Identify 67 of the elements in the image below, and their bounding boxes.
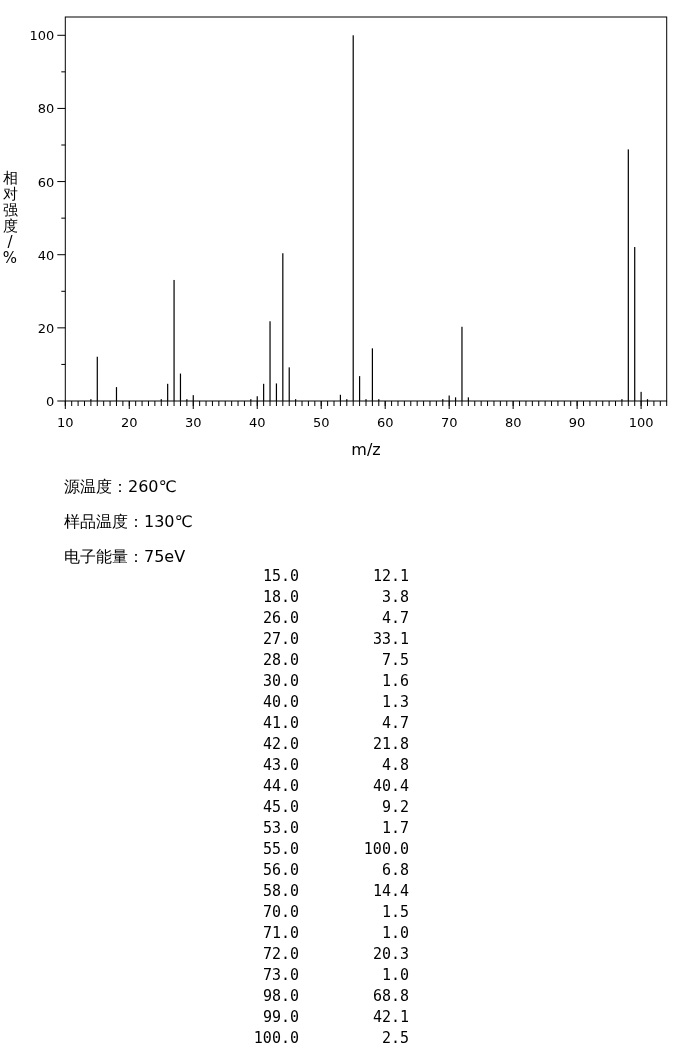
text: 42.0	[262, 735, 299, 753]
text: 15.0	[262, 567, 299, 585]
text: 1.3	[381, 693, 409, 711]
x-tick-label: 20	[121, 415, 138, 430]
text: 53.0	[262, 819, 299, 837]
x-tick-label: 50	[312, 415, 330, 430]
text: 28.0	[262, 651, 299, 669]
x-tick-label: 100	[628, 415, 654, 430]
text: 72.0	[262, 945, 299, 963]
text: 1.5	[381, 903, 409, 921]
x-tick-label: 40	[248, 415, 266, 430]
text: 样品温度：130℃	[64, 512, 193, 531]
text: 68.8	[372, 987, 409, 1005]
text: 41.0	[262, 714, 299, 732]
text: 56.0	[262, 861, 299, 879]
y-tick-label: 80	[37, 101, 55, 117]
x-axis-title: m/z	[351, 440, 381, 459]
text: 40.0	[262, 693, 299, 711]
text: 100.0	[253, 1029, 299, 1047]
text: 9.2	[381, 798, 409, 816]
text: 7.5	[381, 651, 409, 669]
text: 源温度：260℃	[64, 477, 177, 496]
text: 21.8	[372, 735, 409, 753]
x-tick-label: 80	[504, 415, 522, 430]
text: 20.3	[372, 945, 409, 963]
x-tick-label: 90	[568, 415, 586, 430]
text: 55.0	[262, 840, 299, 858]
text: 30.0	[262, 672, 299, 690]
text: 1.6	[381, 672, 409, 690]
text: 4.7	[381, 714, 409, 732]
text: 4.7	[381, 609, 409, 627]
text: 43.0	[262, 756, 299, 774]
text: 1.0	[381, 924, 409, 942]
text: 14.4	[372, 882, 409, 900]
y-tick-label: 40	[37, 247, 55, 263]
text: 12.1	[372, 567, 409, 585]
text: 1.7	[381, 819, 409, 837]
text: 电子能量：75eV	[64, 547, 186, 566]
x-tick-label: 30	[184, 415, 202, 430]
y-tick-label: 20	[37, 320, 55, 336]
text: 40.4	[372, 777, 409, 795]
text: 1.0	[381, 966, 409, 984]
text: 26.0	[262, 609, 299, 627]
text: 42.1	[372, 1008, 409, 1026]
text: 58.0	[262, 882, 299, 900]
text: 99.0	[262, 1008, 299, 1026]
text: 18.0	[262, 588, 299, 606]
text: 2.5	[381, 1029, 409, 1047]
text: 98.0	[262, 987, 299, 1005]
x-tick-label: 60	[376, 415, 394, 430]
text: 27.0	[262, 630, 299, 648]
text: 70.0	[262, 903, 299, 921]
text: 73.0	[262, 966, 299, 984]
text: 44.0	[262, 777, 299, 795]
text: 100.0	[363, 840, 409, 858]
x-tick-label: 70	[440, 415, 458, 430]
y-tick-label: 0	[46, 394, 55, 409]
y-tick-label: 60	[37, 174, 55, 190]
y-axis-title: 相对强度/%	[2, 169, 18, 267]
text: 6.8	[381, 861, 409, 879]
text: 45.0	[262, 798, 299, 816]
y-tick-label: 100	[29, 28, 55, 44]
x-tick-label: 10	[57, 415, 74, 430]
text: 3.8	[381, 588, 409, 606]
text: 4.8	[381, 756, 409, 774]
text: 33.1	[372, 630, 409, 648]
text: 71.0	[262, 924, 299, 942]
